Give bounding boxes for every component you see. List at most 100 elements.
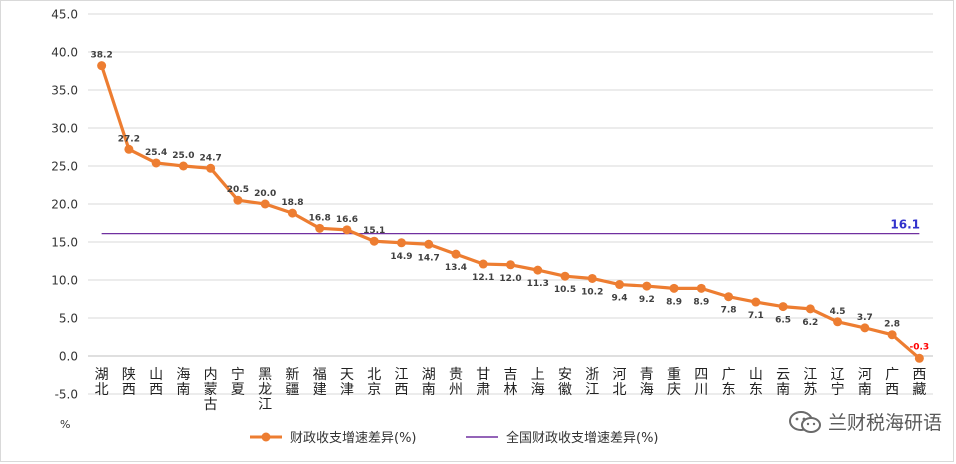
data-point bbox=[696, 283, 706, 293]
province-series bbox=[97, 61, 924, 363]
data-point bbox=[451, 249, 461, 259]
legend: 财政收支增速差异(%) 全国财政收支增速差异(%) bbox=[250, 430, 659, 446]
y-axis-unit-label: % bbox=[60, 418, 70, 431]
x-tick-label: 青海 bbox=[640, 367, 654, 398]
data-point bbox=[260, 199, 270, 209]
data-label: 9.4 bbox=[612, 294, 628, 304]
x-tick-label: 江西 bbox=[394, 367, 408, 398]
x-tick-label: 天津 bbox=[340, 367, 354, 398]
y-axis-ticks: -5.0 0.0 5.0 10.0 15.0 20.0 25.0 30.0 35.0 40.0 45… bbox=[51, 8, 78, 402]
data-point bbox=[396, 238, 406, 248]
data-point bbox=[206, 163, 216, 173]
y-tick-label: 35.0 bbox=[51, 84, 78, 98]
data-point bbox=[97, 61, 107, 71]
x-tick-label: 四川 bbox=[694, 367, 708, 398]
legend-province-marker bbox=[261, 432, 271, 442]
x-tick-label: 西藏 bbox=[912, 367, 926, 398]
data-label: 14.7 bbox=[418, 253, 440, 263]
data-point bbox=[506, 260, 515, 270]
data-point bbox=[724, 292, 734, 302]
x-tick-label: 吉林 bbox=[504, 367, 518, 398]
data-label: 8.9 bbox=[693, 297, 709, 307]
legend-national-label: 全国财政收支增速差异(%) bbox=[506, 430, 659, 446]
data-point bbox=[533, 265, 543, 275]
watermark-text: 兰财税海研语 bbox=[827, 412, 942, 434]
data-point bbox=[805, 304, 815, 314]
y-tick-label: 10.0 bbox=[51, 274, 78, 288]
x-tick-label: 内蒙古 bbox=[204, 367, 218, 413]
data-label: 24.7 bbox=[200, 153, 222, 163]
legend-item-province: 财政收支增速差异(%) bbox=[250, 431, 417, 446]
x-tick-label: 贵州 bbox=[449, 367, 463, 398]
data-label: 25.4 bbox=[145, 148, 167, 158]
data-point bbox=[560, 271, 570, 281]
x-tick-label: 宁夏 bbox=[231, 366, 245, 398]
national-average-label: 16.1 bbox=[890, 218, 920, 232]
y-tick-label: 40.0 bbox=[51, 46, 78, 60]
watermark: 兰财税海研语 bbox=[788, 408, 942, 435]
data-point bbox=[151, 158, 161, 168]
data-label: 27.2 bbox=[118, 134, 140, 144]
y-tick-label: -5.0 bbox=[55, 388, 78, 402]
x-tick-label: 广西 bbox=[885, 367, 899, 398]
x-tick-label: 甘肃 bbox=[476, 367, 490, 398]
x-tick-label: 云南 bbox=[776, 367, 790, 398]
x-tick-label: 上海 bbox=[531, 367, 545, 398]
data-label: 8.9 bbox=[666, 297, 682, 307]
x-tick-label: 河南 bbox=[858, 367, 872, 398]
data-point bbox=[124, 144, 134, 154]
x-tick-label: 湖北 bbox=[95, 367, 109, 398]
x-tick-label: 安徽 bbox=[558, 367, 572, 398]
y-tick-label: 30.0 bbox=[51, 122, 78, 136]
data-label: 18.8 bbox=[281, 198, 303, 208]
gridlines bbox=[88, 13, 933, 395]
data-label: 9.2 bbox=[639, 295, 655, 305]
x-tick-label: 北京 bbox=[367, 367, 381, 398]
x-tick-label: 重庆 bbox=[667, 367, 681, 398]
x-tick-label: 福建 bbox=[313, 367, 327, 398]
data-point bbox=[587, 273, 597, 283]
data-label: 10.5 bbox=[554, 285, 576, 295]
data-label: 38.2 bbox=[91, 51, 113, 61]
data-label: 20.5 bbox=[227, 185, 249, 195]
data-label: 14.9 bbox=[390, 252, 412, 262]
data-label: 20.0 bbox=[254, 189, 276, 199]
x-tick-label: 山西 bbox=[149, 367, 163, 398]
y-tick-label: 20.0 bbox=[51, 198, 78, 212]
data-point bbox=[615, 280, 625, 290]
x-axis-ticks: 湖北陕西山西海南内蒙古宁夏黑龙江新疆福建天津北京江西湖南贵州甘肃吉林上海安徽浙江… bbox=[95, 366, 927, 413]
x-tick-label: 辽宁 bbox=[831, 367, 845, 398]
data-point bbox=[887, 330, 897, 340]
data-point bbox=[669, 283, 679, 293]
legend-item-national: 全国财政收支增速差异(%) bbox=[466, 430, 659, 446]
data-label: 12.0 bbox=[499, 274, 521, 284]
x-tick-label: 新疆 bbox=[285, 367, 299, 398]
y-tick-label: 15.0 bbox=[51, 236, 78, 250]
x-tick-label: 黑龙江 bbox=[258, 367, 272, 413]
data-point bbox=[287, 208, 297, 218]
province-series-line bbox=[100, 65, 921, 360]
data-label: 16.6 bbox=[336, 215, 358, 225]
y-tick-label: 0.0 bbox=[59, 350, 78, 364]
data-label: -0.3 bbox=[910, 342, 930, 352]
x-tick-label: 江苏 bbox=[803, 367, 817, 398]
data-label: 6.5 bbox=[775, 316, 791, 326]
x-tick-label: 湖南 bbox=[422, 367, 436, 398]
data-label: 15.1 bbox=[363, 226, 385, 236]
x-tick-label: 浙江 bbox=[585, 367, 599, 398]
data-label: 4.5 bbox=[830, 307, 846, 317]
data-point bbox=[315, 223, 325, 233]
data-point bbox=[778, 302, 788, 312]
data-point bbox=[233, 195, 243, 205]
data-point bbox=[751, 297, 761, 307]
data-point bbox=[424, 239, 434, 249]
y-tick-label: 45.0 bbox=[51, 8, 78, 22]
wechat-icon bbox=[788, 410, 821, 433]
x-tick-label: 海南 bbox=[176, 367, 190, 398]
data-point bbox=[178, 161, 188, 171]
data-point bbox=[833, 317, 843, 327]
data-point bbox=[478, 259, 488, 269]
